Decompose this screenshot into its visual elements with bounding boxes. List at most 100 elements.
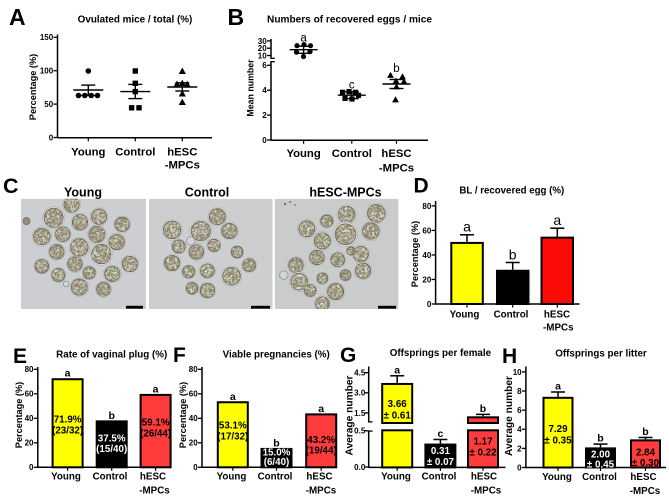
svg-text:Rate of vaginal plug (%): Rate of vaginal plug (%) (56, 350, 167, 361)
svg-text:Control: Control (422, 472, 457, 483)
svg-text:1.5: 1.5 (354, 409, 366, 418)
svg-text:4: 4 (517, 425, 522, 434)
svg-text:Control: Control (93, 472, 128, 483)
svg-text:-MPCs: -MPCs (471, 486, 502, 497)
svg-text:0: 0 (517, 463, 522, 472)
svg-text:a: a (300, 32, 307, 44)
svg-text:Young: Young (542, 472, 572, 483)
svg-text:0.5: 0.5 (354, 427, 366, 436)
svg-text:Control: Control (582, 472, 617, 483)
svg-text:10: 10 (258, 51, 267, 60)
svg-text:± 0.22: ± 0.22 (469, 448, 497, 459)
svg-text:Young: Young (450, 309, 480, 320)
svg-text:BL / recovered egg (%): BL / recovered egg (%) (459, 186, 564, 197)
svg-text:0.0: 0.0 (354, 463, 366, 472)
svg-text:50: 50 (44, 100, 53, 109)
svg-text:Young: Young (71, 147, 105, 159)
svg-text:a: a (463, 219, 471, 235)
svg-text:B: B (228, 4, 245, 30)
svg-text:a: a (230, 391, 236, 403)
svg-text:hESC: hESC (381, 148, 411, 160)
svg-text:Offsprings per litter: Offsprings per litter (555, 348, 647, 359)
svg-text:b: b (108, 410, 114, 422)
svg-text:80: 80 (25, 365, 34, 374)
svg-text:7.29: 7.29 (548, 424, 568, 435)
svg-text:43.2%: 43.2% (307, 435, 335, 446)
svg-text:30: 30 (258, 37, 267, 46)
svg-text:hESC: hESC (140, 472, 166, 483)
svg-text:4: 4 (262, 86, 267, 95)
svg-text:Control: Control (185, 185, 229, 199)
svg-text:G: G (340, 344, 356, 367)
svg-text:Ovulated mice / total (%): Ovulated mice / total (%) (78, 15, 193, 26)
svg-text:b: b (393, 63, 399, 75)
svg-text:Percentage (%): Percentage (%) (28, 54, 38, 120)
svg-text:80: 80 (422, 202, 431, 211)
svg-text:53.1%: 53.1% (219, 421, 247, 432)
svg-text:Viable pregnancies (%): Viable pregnancies (%) (223, 350, 330, 361)
svg-text:b: b (509, 247, 517, 263)
svg-text:6: 6 (262, 61, 267, 70)
svg-text:b: b (273, 437, 279, 449)
svg-text:C: C (3, 174, 19, 198)
svg-text:1.17: 1.17 (473, 437, 493, 448)
svg-text:c: c (349, 80, 355, 92)
svg-text:Average number: Average number (345, 375, 356, 455)
svg-text:a: a (65, 368, 71, 380)
svg-text:c: c (437, 428, 443, 440)
svg-text:hESC: hESC (630, 472, 656, 483)
svg-text:hESC: hESC (471, 472, 497, 483)
svg-text:Young: Young (381, 472, 411, 483)
svg-text:Mean number: Mean number (246, 59, 256, 117)
svg-text:2.00: 2.00 (591, 449, 611, 460)
svg-text:F: F (173, 344, 186, 367)
svg-text:10: 10 (513, 368, 522, 377)
svg-text:15.0%: 15.0% (263, 448, 291, 459)
svg-text:3.66: 3.66 (388, 399, 408, 410)
svg-text:0: 0 (193, 463, 198, 472)
svg-text:0: 0 (427, 300, 432, 309)
svg-text:20: 20 (258, 44, 267, 53)
svg-text:a: a (318, 403, 324, 415)
svg-text:40: 40 (189, 414, 198, 423)
svg-text:59.1%: 59.1% (142, 418, 170, 429)
svg-text:40: 40 (25, 414, 34, 423)
svg-text:37.5%: 37.5% (98, 434, 126, 445)
svg-text:hESC: hESC (306, 472, 332, 483)
svg-text:Average number: Average number (504, 376, 515, 456)
svg-text:4.5: 4.5 (354, 369, 366, 378)
svg-text:-MPCs: -MPCs (630, 486, 661, 497)
svg-text:Young: Young (51, 472, 81, 483)
svg-text:2: 2 (262, 111, 267, 120)
svg-text:a: a (553, 212, 561, 228)
svg-text:60: 60 (25, 390, 34, 399)
svg-text:hESC: hESC (544, 309, 570, 320)
svg-text:Percentage (%): Percentage (%) (14, 382, 24, 448)
svg-text:-MPCs: -MPCs (139, 486, 170, 497)
svg-text:a: a (555, 381, 561, 393)
svg-text:b: b (480, 403, 486, 415)
svg-text:60: 60 (422, 226, 431, 235)
svg-text:-MPCs: -MPCs (306, 486, 337, 497)
svg-text:a: a (394, 364, 400, 376)
svg-text:3.0: 3.0 (354, 389, 366, 398)
svg-text:A: A (9, 4, 26, 30)
svg-text:Numbers of recovered eggs / mi: Numbers of recovered eggs / mice (267, 15, 432, 26)
svg-text:H: H (502, 345, 517, 368)
svg-text:± 0.61: ± 0.61 (384, 411, 412, 422)
svg-text:150: 150 (40, 33, 54, 42)
svg-text:0.31: 0.31 (431, 446, 451, 457)
svg-text:hESC-MPCs: hESC-MPCs (309, 185, 381, 199)
svg-text:100: 100 (40, 67, 54, 76)
svg-text:b: b (597, 433, 603, 445)
svg-text:(26/44): (26/44) (140, 429, 171, 440)
svg-text:± 0.07: ± 0.07 (427, 457, 455, 468)
svg-text:(19/44): (19/44) (306, 446, 337, 457)
svg-text:Control: Control (115, 147, 155, 159)
svg-text:71.9%: 71.9% (54, 415, 82, 426)
svg-text:20: 20 (189, 439, 198, 448)
svg-text:a: a (153, 383, 159, 395)
svg-text:Young: Young (64, 185, 102, 199)
svg-text:-MPCs: -MPCs (165, 160, 200, 172)
svg-text:2: 2 (517, 444, 522, 453)
